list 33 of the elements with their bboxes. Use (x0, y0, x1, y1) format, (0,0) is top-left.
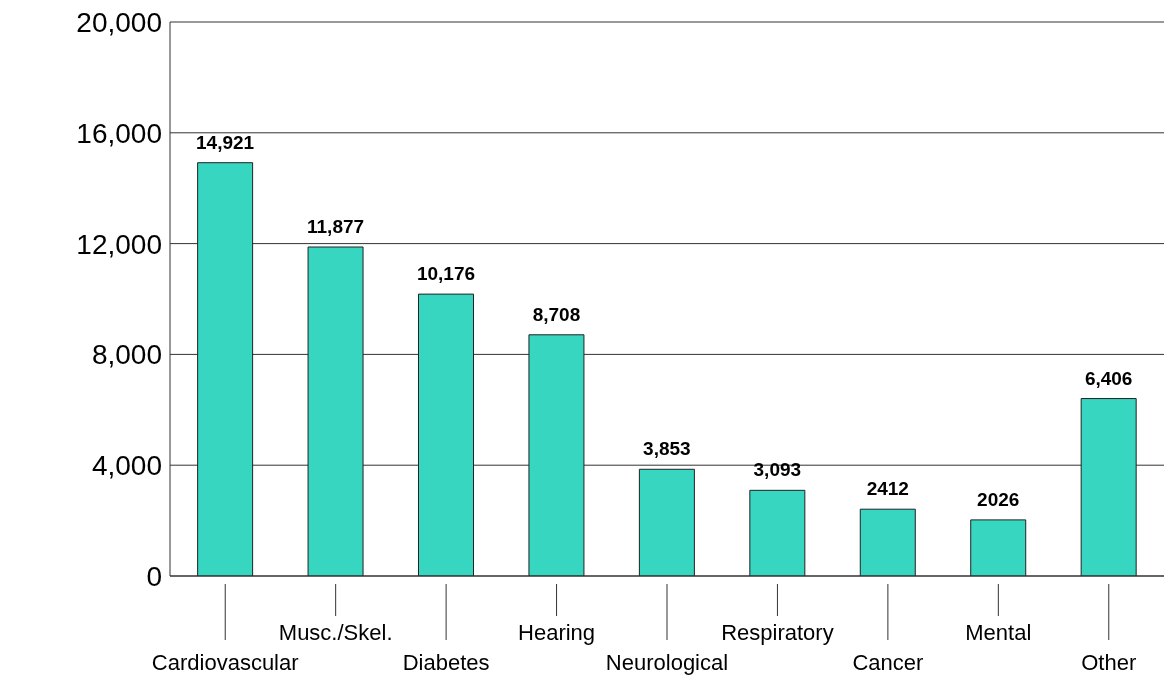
data-label: 14,921 (196, 131, 255, 153)
x-tick-label: Cardiovascular (151, 650, 299, 675)
data-label: 2412 (866, 478, 909, 500)
data-label: 3,853 (643, 438, 691, 460)
bar (859, 508, 916, 576)
x-tick-label: Diabetes (402, 650, 490, 675)
y-tick-label: 12,000 (76, 228, 162, 260)
data-label: 3,093 (753, 459, 802, 481)
x-tick-label: Neurological (605, 650, 729, 675)
data-label: 6,406 (1084, 367, 1133, 389)
y-tick-label: 16,000 (76, 117, 162, 149)
x-tick-label: Other (1081, 650, 1137, 675)
y-tick-label: 8,000 (91, 339, 162, 371)
data-label: 11,877 (307, 216, 365, 238)
y-tick-label: 20,000 (76, 6, 162, 38)
data-label: 10,176 (416, 263, 476, 285)
bar (638, 468, 695, 576)
y-tick-label: 4,000 (91, 450, 162, 482)
bar (970, 519, 1027, 576)
bar (307, 246, 364, 576)
bar (418, 293, 474, 576)
bar (749, 489, 806, 576)
y-tick-label: 0 (146, 560, 162, 592)
bar (197, 162, 254, 576)
bar (528, 334, 585, 576)
x-tick-label: Respiratory (721, 620, 834, 645)
x-tick-label: Mental (965, 620, 1032, 645)
bar (1080, 398, 1137, 576)
x-tick-label: Musc./Skel. (278, 620, 393, 645)
data-label: 2026 (977, 488, 1020, 510)
data-label: 8,708 (532, 303, 581, 325)
x-tick-label: Hearing (518, 620, 596, 645)
x-tick-label: Cancer (852, 650, 924, 675)
